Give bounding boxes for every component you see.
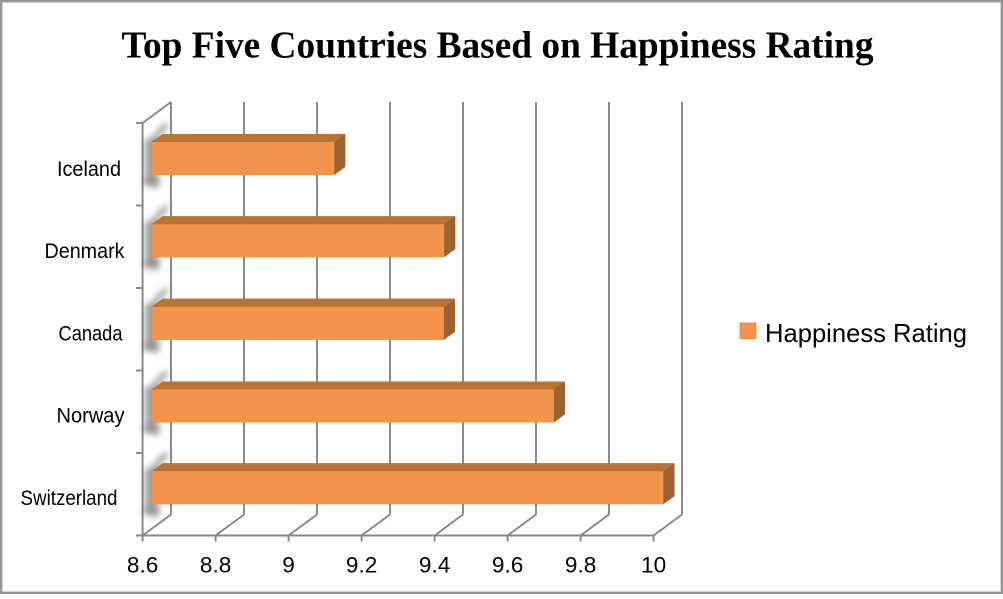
svg-text:9.4: 9.4	[419, 552, 450, 577]
svg-text:8.8: 8.8	[200, 552, 231, 577]
svg-text:Happiness Rating: Happiness Rating	[765, 318, 967, 348]
svg-text:8.6: 8.6	[127, 552, 158, 577]
svg-text:Iceland: Iceland	[57, 157, 121, 181]
svg-text:9.2: 9.2	[346, 552, 377, 577]
svg-text:10: 10	[641, 552, 666, 577]
svg-text:Top Five Countries Based on Ha: Top Five Countries Based on Happiness Ra…	[122, 25, 874, 67]
svg-text:Canada: Canada	[59, 321, 123, 345]
svg-text:Denmark: Denmark	[45, 239, 125, 263]
svg-text:9.6: 9.6	[492, 552, 523, 577]
svg-text:9: 9	[282, 552, 295, 577]
svg-text:9.8: 9.8	[565, 552, 596, 577]
svg-text:Switzerland: Switzerland	[21, 486, 118, 510]
svg-text:Norway: Norway	[57, 404, 125, 428]
